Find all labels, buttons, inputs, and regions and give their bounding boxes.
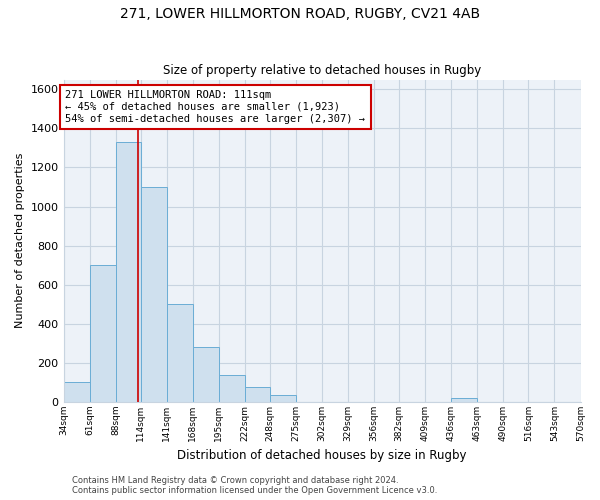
Bar bbox=[167, 304, 193, 402]
Bar bbox=[245, 388, 270, 402]
Text: Contains HM Land Registry data © Crown copyright and database right 2024.
Contai: Contains HM Land Registry data © Crown c… bbox=[72, 476, 437, 495]
Text: 271 LOWER HILLMORTON ROAD: 111sqm
← 45% of detached houses are smaller (1,923)
5: 271 LOWER HILLMORTON ROAD: 111sqm ← 45% … bbox=[65, 90, 365, 124]
X-axis label: Distribution of detached houses by size in Rugby: Distribution of detached houses by size … bbox=[177, 450, 467, 462]
Bar bbox=[193, 348, 219, 402]
Bar bbox=[219, 374, 245, 402]
Bar bbox=[89, 265, 116, 402]
Bar bbox=[64, 382, 89, 402]
Y-axis label: Number of detached properties: Number of detached properties bbox=[15, 153, 25, 328]
Title: Size of property relative to detached houses in Rugby: Size of property relative to detached ho… bbox=[163, 64, 481, 77]
Bar bbox=[140, 187, 167, 402]
Bar bbox=[116, 142, 140, 402]
Bar bbox=[451, 398, 478, 402]
Text: 271, LOWER HILLMORTON ROAD, RUGBY, CV21 4AB: 271, LOWER HILLMORTON ROAD, RUGBY, CV21 … bbox=[120, 8, 480, 22]
Bar bbox=[270, 395, 296, 402]
